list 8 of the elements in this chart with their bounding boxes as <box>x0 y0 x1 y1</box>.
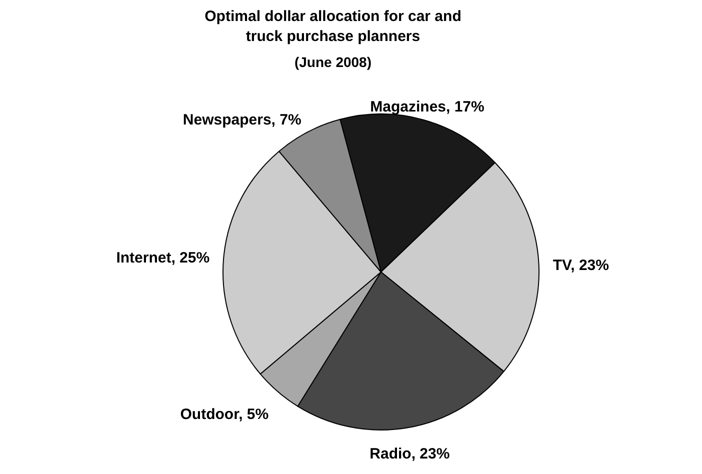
slice-label: TV, 23% <box>552 256 610 274</box>
slice-label: Radio, 23% <box>370 446 450 463</box>
chart-subtitle: (June 2008) <box>294 54 372 70</box>
slice-label: Newspapers, 7% <box>182 112 302 129</box>
slice-label: Internet, 25% <box>116 250 210 267</box>
slice-label: Magazines, 17% <box>370 98 484 116</box>
slice-label: Outdoor, 5% <box>180 406 269 424</box>
chart-title: Optimal dollar allocation for car and truck purchase planners <box>204 8 462 45</box>
